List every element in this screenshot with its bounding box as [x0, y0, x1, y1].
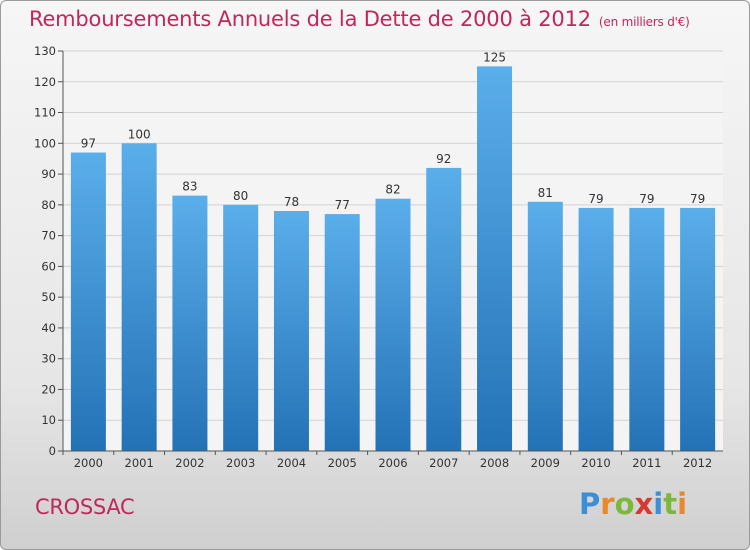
bar: [121, 143, 157, 452]
data-label: 82: [385, 183, 400, 197]
y-tick-label: 40: [41, 321, 56, 335]
x-tick-label: 2006: [378, 456, 407, 470]
y-tick-label: 70: [41, 229, 56, 243]
logo-letter: P: [579, 487, 601, 521]
chart-unit: (en milliers d'€): [598, 15, 690, 29]
data-label: 81: [538, 186, 553, 200]
logo-letter: x: [634, 487, 654, 521]
data-label: 80: [233, 189, 248, 203]
data-label: 92: [436, 152, 451, 166]
data-label: 97: [81, 137, 96, 151]
x-tick-label: 2005: [328, 456, 357, 470]
axes: [58, 50, 723, 455]
y-tick-label: 80: [41, 198, 56, 212]
x-tick-label: 2004: [277, 456, 306, 470]
y-tick-label: 60: [41, 259, 56, 273]
bar: [223, 204, 259, 451]
y-tick-label: 20: [41, 382, 56, 396]
x-tick-label: 2003: [226, 456, 255, 470]
data-label: 125: [483, 50, 506, 64]
bar: [426, 167, 462, 451]
data-label: 79: [690, 192, 705, 206]
data-label: 78: [284, 195, 299, 209]
y-tick-label: 130: [34, 44, 56, 58]
data-label: 100: [128, 127, 151, 141]
x-tick-label: 2002: [175, 456, 204, 470]
y-tick-label: 90: [41, 167, 56, 181]
chart-title: Remboursements Annuels de la Dette de 20…: [29, 7, 690, 31]
x-tick-label: 2001: [125, 456, 154, 470]
bar: [375, 198, 411, 451]
data-label: 83: [182, 180, 197, 194]
data-label: 79: [639, 192, 654, 206]
y-tick-label: 110: [34, 106, 56, 120]
bar: [172, 195, 208, 451]
bar: [273, 211, 309, 451]
x-tick-label: 2000: [74, 456, 103, 470]
data-labels: 97 100 83 80 78 77 82 92 125 81 79 79 79: [81, 50, 706, 212]
bar: [477, 66, 513, 451]
y-tick-label: 30: [41, 352, 56, 366]
x-tick-label: 2007: [429, 456, 458, 470]
logo-letter: r: [600, 487, 615, 521]
bar: [70, 152, 106, 452]
data-label: 77: [335, 198, 350, 212]
logo-letter: i: [653, 487, 664, 521]
bar: [527, 201, 563, 451]
x-tick-label: 2008: [480, 456, 509, 470]
x-tick-label: 2011: [632, 456, 661, 470]
y-tick-label: 10: [41, 413, 56, 427]
y-tick-label: 120: [34, 75, 56, 89]
logo-letter: i: [677, 487, 688, 521]
commune-name: CROSSAC: [35, 495, 135, 519]
x-tick-label: 2009: [531, 456, 560, 470]
bar: [629, 207, 665, 451]
logo-letter: o: [614, 487, 635, 521]
y-tick-label: 100: [34, 136, 56, 150]
bar: [324, 214, 360, 451]
x-tick-labels: 2000 2001 2002 2003 2004 2005 2006 2007 2008 2009…: [74, 456, 713, 470]
y-tick-label: 50: [41, 290, 56, 304]
y-tick-label: 0: [49, 444, 56, 458]
y-tick-labels: 0 10 20 30 40 50 60 70 80 90 100 110 120 130: [34, 44, 56, 458]
bars: [70, 66, 716, 452]
proxiti-logo: Proxiti: [579, 487, 687, 521]
logo-letter: t: [663, 487, 678, 521]
chart-title-text: Remboursements Annuels de la Dette de 20…: [29, 7, 591, 31]
bar: [578, 207, 614, 451]
bar: [680, 207, 716, 451]
x-tick-label: 2012: [683, 456, 712, 470]
data-label: 79: [588, 192, 603, 206]
x-tick-label: 2010: [581, 456, 610, 470]
